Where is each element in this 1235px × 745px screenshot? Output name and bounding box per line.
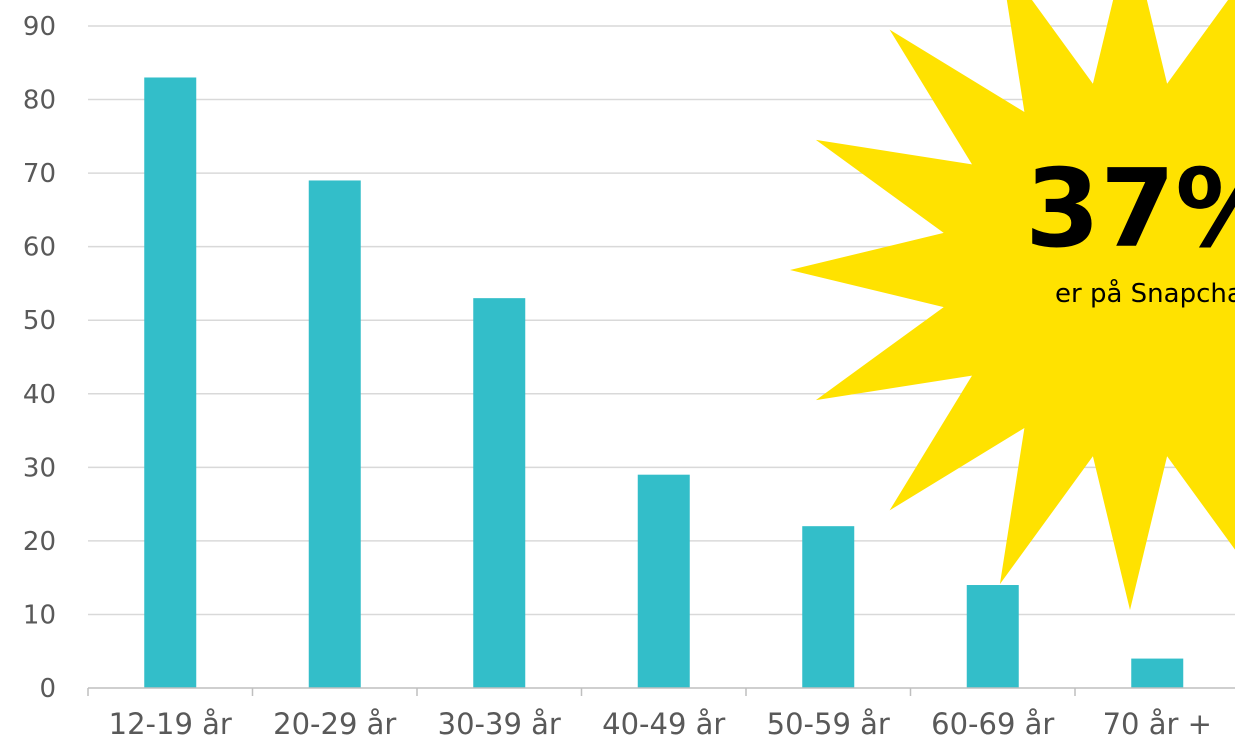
- y-tick-label: 20: [23, 527, 56, 557]
- gridlines: [88, 25, 1235, 616]
- y-tick-label: 60: [23, 233, 56, 263]
- y-tick-label: 0: [39, 674, 56, 704]
- callout-caption: er på Snapchat: [1055, 278, 1235, 309]
- y-tick-label: 70: [23, 159, 56, 189]
- bar: [637, 474, 690, 688]
- bar: [308, 180, 361, 688]
- y-tick-label: 10: [23, 600, 56, 630]
- x-category-label: 60-69 år: [931, 707, 1054, 741]
- x-category-label: 12-19 år: [109, 707, 232, 741]
- x-axis-category-labels: 12-19 år 20-29 år 30-39 år 40-49 år 50-59 år…: [109, 707, 1212, 741]
- bar: [802, 526, 855, 688]
- x-axis: [87, 687, 1235, 696]
- bars: [144, 77, 1184, 688]
- starburst-shape: [790, 0, 1235, 610]
- y-tick-label: 80: [23, 86, 56, 116]
- x-category-label: 30-39 år: [438, 707, 561, 741]
- x-category-label: 50-59 år: [767, 707, 890, 741]
- bar: [966, 585, 1019, 688]
- y-tick-label: 40: [23, 380, 56, 410]
- y-tick-label: 30: [23, 453, 56, 483]
- bar: [1131, 658, 1184, 688]
- x-category-label: 70 år +: [1103, 707, 1212, 741]
- callout-percentage: 37%: [1025, 147, 1235, 272]
- y-axis-tick-labels: 0 10 20 30 40 50 60 70 80 90: [23, 12, 56, 704]
- x-category-label: 40-49 år: [602, 707, 725, 741]
- x-category-label: 20-29 år: [273, 707, 396, 741]
- y-tick-label: 90: [23, 12, 56, 42]
- bar: [144, 77, 197, 688]
- starburst-callout: 37% er på Snapchat: [790, 0, 1235, 610]
- y-tick-label: 50: [23, 306, 56, 336]
- bar: [473, 298, 526, 688]
